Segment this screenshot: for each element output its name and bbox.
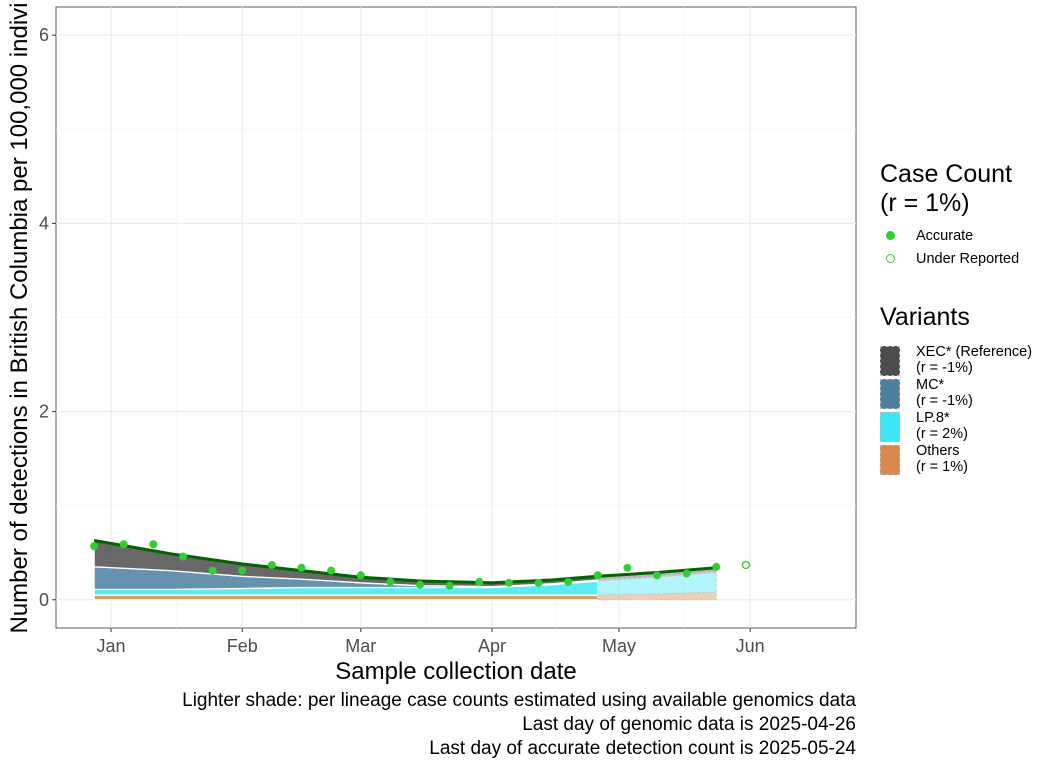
y-tick-label: 2 [39,402,49,422]
under-reported-point [741,560,751,570]
legend-rate: (r = 1%) [916,459,968,475]
legend-rate: (r = -1%) [916,360,973,376]
legend-variants-title: Variants [880,303,970,331]
accurate-point [386,577,395,586]
accurate-point [445,581,454,590]
accurate-point [297,563,306,572]
legend-case-title: Case Count (r = 1%) [880,160,1013,217]
x-tick-label: Jan [97,636,126,656]
caption-line-3: Last day of accurate detection count is … [429,738,856,759]
accurate-point [564,577,573,586]
accurate-point [534,578,543,587]
lp-8-area [597,571,717,596]
x-tick-label: May [602,636,636,656]
case-points [90,540,751,590]
x-tick-label: Feb [227,636,258,656]
others-swatch-icon [880,445,900,475]
accurate-marker-icon [886,231,895,240]
legend-label: XEC* (Reference) [916,344,1033,360]
accurate-point [623,563,632,572]
y-tick-label: 6 [39,25,49,45]
others-area [93,594,599,601]
xec-swatch-icon [880,346,900,376]
caption-line-2: Last day of genomic data is 2025-04-26 [522,714,856,735]
accurate-point [208,566,217,575]
legend-label: LP.8* [916,410,950,426]
legend-label: MC* [916,377,945,393]
accurate-point [178,552,187,561]
x-axis-title: Sample collection date [335,658,576,685]
y-tick-label: 4 [39,213,49,233]
y-axis-ticks: 0 2 4 6 [39,25,56,610]
legend-variants: Variants XEC* (Reference) (r = -1%) MC* … [880,303,1032,484]
accurate-point [712,562,721,571]
legend-label: Under Reported [916,251,1020,267]
others-area [597,591,717,601]
y-axis-title: Number of detections in British Columbia… [6,3,33,634]
x-tick-label: Apr [478,636,506,656]
legend-rate: (r = 2%) [916,426,968,442]
lp8-swatch-icon [880,412,900,442]
x-tick-label: Mar [345,636,376,656]
grid-minor [56,7,856,628]
accurate-point [267,560,276,569]
accurate-point [356,571,365,580]
variant-areas [93,539,717,601]
accurate-point [475,577,484,586]
accurate-point [149,540,158,549]
y-tick-label: 0 [39,590,49,610]
caption-line-1: Lighter shade: per lineage case counts e… [182,690,856,711]
legend-case-count: Case Count (r = 1%) Accurate Under Repor… [880,160,1019,272]
accurate-point [593,571,602,580]
mc-swatch-icon [880,379,900,409]
legend-label: Others [916,443,960,459]
legend-label: Accurate [916,228,974,244]
under-reported-marker-icon [886,254,895,263]
legend-rate: (r = -1%) [916,393,973,409]
accurate-point [653,571,662,580]
accurate-point [327,566,336,575]
accurate-point [238,566,247,575]
accurate-point [119,540,128,549]
accurate-point [682,569,691,578]
x-tick-label: Jun [736,636,765,656]
accurate-point [416,580,425,589]
accurate-point [504,578,513,587]
x-axis-ticks: Jan Feb Mar Apr May Jun [97,628,765,656]
accurate-point [90,542,99,551]
